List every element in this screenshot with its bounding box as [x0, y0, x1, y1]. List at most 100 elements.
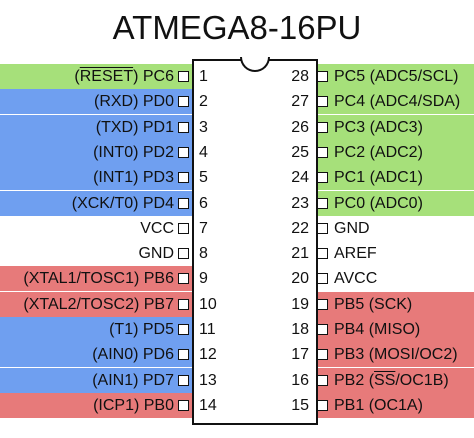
right-band-pin-27 — [318, 89, 474, 115]
pin-name-text: AREF — [334, 245, 377, 263]
pin-name-text: PB4 (MISO) — [334, 321, 421, 338]
pin-pad-icon — [178, 71, 189, 82]
right-band-pin-25 — [318, 139, 474, 165]
pin-name-text: (XTAL1/TOSC1) PB6 — [23, 270, 174, 288]
pin-name-text: (INT0) PD2 — [93, 143, 174, 161]
pin-name: (INT1) PD3 — [93, 165, 174, 190]
pin-pad-icon — [178, 248, 189, 260]
pin-name: (AIN1) PD7 — [92, 368, 174, 393]
pin-name-text: (AIN0) PD6 — [92, 346, 174, 364]
right-pin-row: 27 PC4 (ADC4/SDA) — [0, 89, 474, 114]
pin-number: 14 — [199, 396, 217, 414]
right-pin-row: 22 GND — [0, 216, 474, 241]
pin-number: 11 — [199, 321, 216, 338]
pin-name-overline: RESET — [79, 68, 134, 85]
pin-name: PB1 (OC1A) — [334, 393, 423, 418]
pin-name: PB5 (SCK) — [334, 292, 412, 317]
pin-name-text: (XCK/T0) PD4 — [71, 194, 174, 212]
pin-name: (ICP1) PB0 — [93, 393, 174, 418]
pin-pad-icon — [178, 222, 189, 234]
pin-name-suffix: ) PC6 — [133, 68, 174, 85]
pin-name: GND — [334, 216, 370, 241]
right-band-pin-24 — [318, 165, 474, 191]
pin-pad-icon — [317, 248, 328, 260]
pin-name: PB3 (MOSI/OC2) — [334, 342, 458, 367]
pin-number: 12 — [199, 346, 217, 364]
pin-name: (RXD) PD0 — [94, 89, 174, 114]
pin-pad-icon — [317, 146, 328, 158]
pin-number: 23 — [291, 194, 309, 212]
chip-title: ATMEGA8-16PU — [112, 9, 362, 46]
pin-name: (XCK/T0) PD4 — [72, 191, 174, 216]
pin-name-text: PB1 (OC1A) — [334, 396, 423, 414]
pin-name-text: PC3 (ADC3) — [334, 118, 423, 136]
pin-number: 16 — [291, 371, 309, 389]
pin-number: 25 — [291, 143, 309, 161]
pin-name: PC0 (ADC0) — [334, 191, 423, 216]
right-band-pin-15 — [318, 392, 474, 418]
pin-name-text: GND — [334, 219, 370, 237]
pin-name: PC2 (ADC2) — [334, 140, 423, 165]
pin-pad-icon — [178, 273, 189, 285]
pin-number: 5 — [199, 169, 208, 187]
right-pin-row: 20 AVCC — [0, 266, 474, 291]
pin-name: (AIN0) PD6 — [92, 342, 174, 367]
left-pin-row: (INT0) PD2 4 — [0, 140, 474, 165]
right-band-pin-17 — [318, 342, 474, 368]
pin-pad-icon — [178, 324, 189, 335]
pin-pad-icon — [317, 273, 328, 285]
left-pin-row: (ICP1) PB0 14 — [0, 393, 474, 418]
right-band-pin-16 — [318, 367, 474, 393]
left-pin-row: (T1) PD5 11 — [0, 317, 474, 342]
right-pin-row: 19 PB5 (SCK) — [0, 292, 474, 317]
pin-pad-icon — [317, 96, 328, 108]
right-pin-row: 23 PC0 (ADC0) — [0, 191, 474, 216]
pin-number: 13 — [199, 371, 217, 389]
pin-number: 1 — [199, 68, 208, 85]
pin-name-text: PB3 (MOSI/OC2) — [334, 346, 458, 364]
pin-number: 18 — [291, 321, 309, 338]
right-pin-row: 17 PB3 (MOSI/OC2) — [0, 342, 474, 367]
pin-number: 2 — [199, 93, 208, 111]
pin-name: PC3 (ADC3) — [334, 115, 423, 140]
pin-number: 19 — [291, 295, 309, 313]
pin-number: 10 — [199, 295, 217, 313]
pin-name: (XTAL2/TOSC2) PB7 — [23, 292, 174, 317]
pin-number: 7 — [199, 219, 208, 237]
pin-number: 26 — [291, 118, 309, 136]
pin-pad-icon — [317, 71, 328, 82]
chip-body — [192, 59, 318, 425]
pin-name: AVCC — [334, 266, 377, 291]
right-pin-row: 16 PB2 (SS/OC1B) — [0, 368, 474, 393]
pin-name: (XTAL1/TOSC1) PB6 — [23, 266, 174, 291]
left-pin-row: (TXD) PD1 3 — [0, 115, 474, 140]
right-band-pin-23 — [318, 190, 474, 216]
left-band-pin-13 — [0, 367, 192, 393]
pin-number: 20 — [291, 270, 309, 288]
pin-number: 24 — [291, 169, 309, 187]
pin-pad-icon — [317, 197, 328, 209]
pin-number: 28 — [291, 68, 309, 85]
left-band-pin-9 — [0, 266, 192, 292]
pin-name: VCC — [140, 216, 174, 241]
pin-name-text: PC5 (ADC5/SCL) — [334, 68, 459, 85]
left-pin-row: (XTAL1/TOSC1) PB6 9 — [0, 266, 474, 291]
pin-name-text: GND — [138, 245, 174, 263]
pin-name-text: PB5 (SCK) — [334, 295, 413, 313]
pin-pad-icon — [317, 121, 328, 133]
pin-pad-icon — [317, 324, 328, 335]
pin-pad-icon — [178, 96, 189, 108]
left-band-pin-5 — [0, 165, 192, 191]
right-band-pin-19 — [318, 291, 474, 317]
pin-name: (TXD) PD1 — [96, 115, 174, 140]
pin-name: PB2 (SS/OC1B) — [334, 368, 449, 393]
pin-name-text: PC1 (ADC1) — [334, 169, 423, 187]
pin-pad-icon — [178, 197, 189, 209]
left-pin-row: (RXD) PD0 2 — [0, 89, 474, 114]
pin-name-text: PB2 ( — [334, 371, 375, 389]
right-pin-row: 15 PB1 (OC1A) — [0, 393, 474, 418]
left-band-pin-10 — [0, 291, 192, 317]
pin-name-text: AVCC — [334, 270, 378, 288]
right-band-pin-18 — [318, 317, 474, 342]
right-band-pin-28 — [318, 64, 474, 89]
